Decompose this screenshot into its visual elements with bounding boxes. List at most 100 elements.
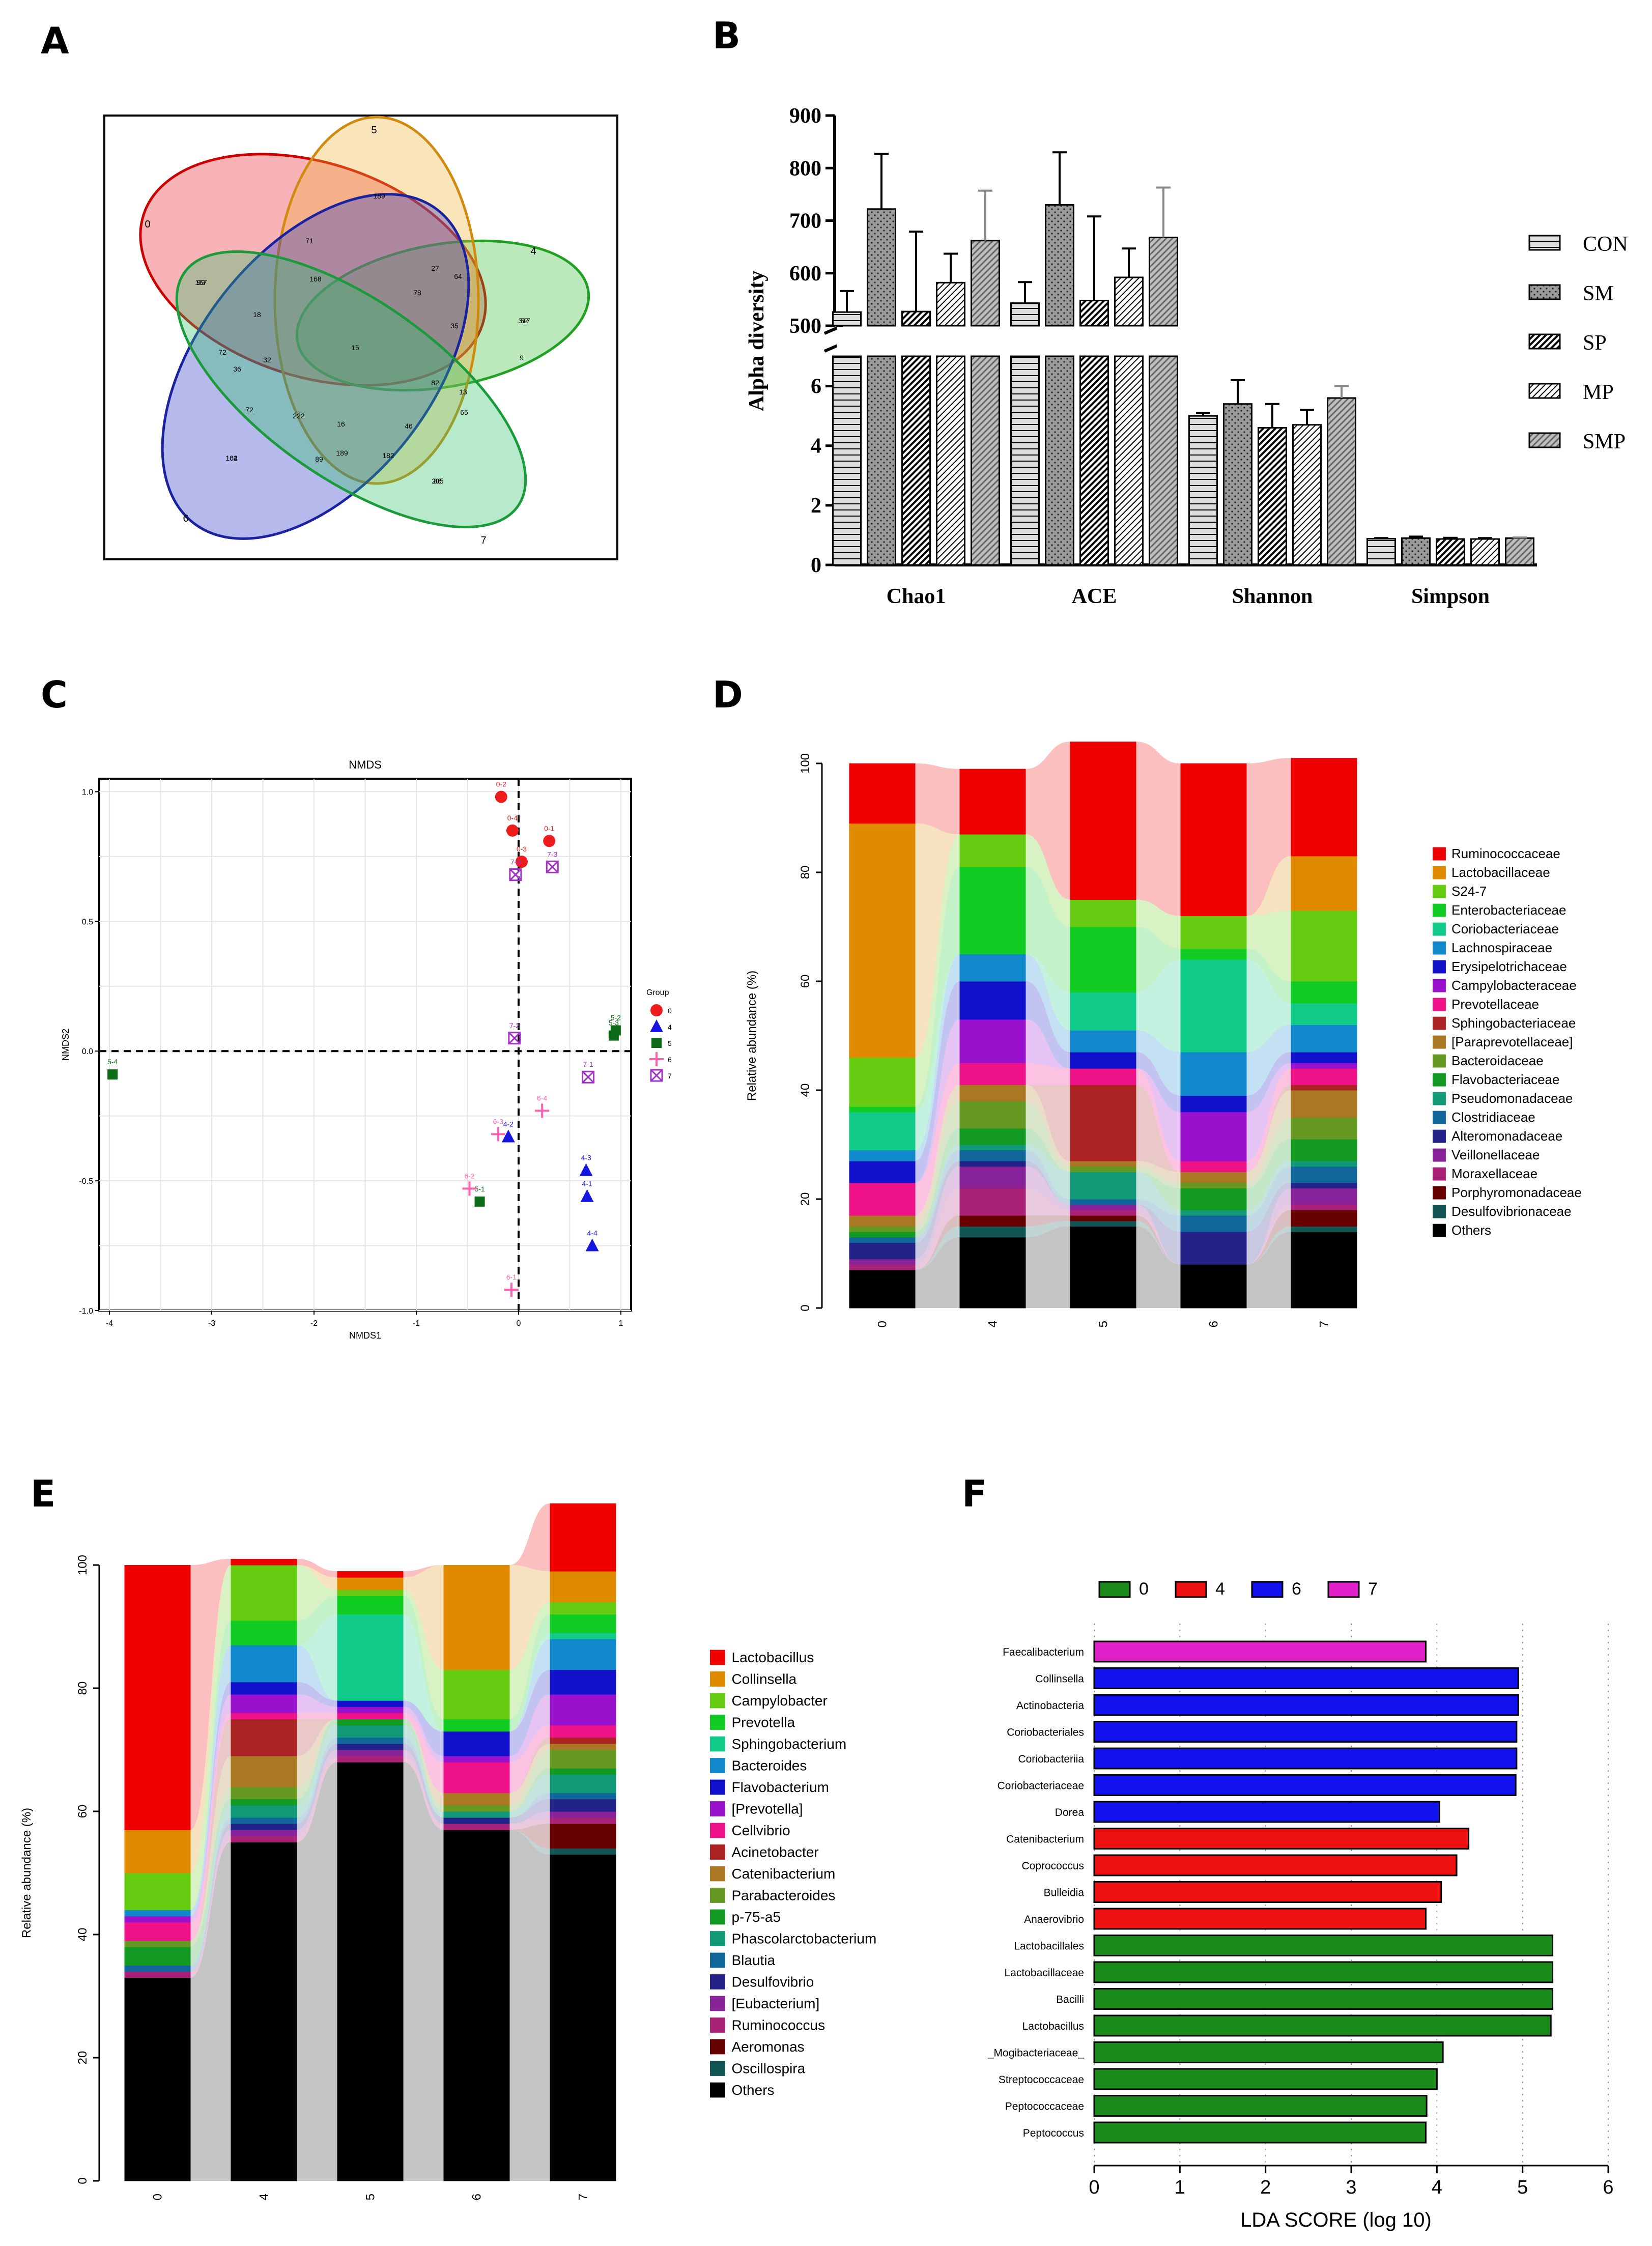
stack-segment [959, 1188, 1026, 1216]
stack-segment [849, 1161, 916, 1183]
flow-ribbon [190, 1805, 231, 1966]
c-x-tick-label: 1 [618, 1319, 623, 1328]
legend-label: p-75-a5 [732, 1909, 781, 1925]
c-point [579, 1163, 593, 1176]
flow-ribbon [1026, 742, 1070, 900]
stack-segment [1291, 1204, 1357, 1210]
stack-segment [1180, 1210, 1247, 1216]
stack-segment [1291, 1232, 1357, 1309]
flow-ribbon [509, 1669, 550, 1756]
flow-ribbon [1246, 758, 1291, 916]
stack-segment [443, 1731, 510, 1756]
legend-label: Alteromonadaceae [1451, 1128, 1562, 1144]
flow-ribbon [297, 1558, 337, 1578]
flow-ribbon [297, 1713, 337, 1719]
y-axis-label: Relative abundance (%) [745, 971, 759, 1101]
venn-region-value: 102 [225, 454, 238, 462]
flow-ribbon [1026, 954, 1070, 1031]
stack-segment [124, 1965, 191, 1972]
c-point-label: 5-3 [609, 1019, 619, 1027]
stack-segment [959, 1101, 1026, 1129]
venn-set-6 [161, 193, 470, 540]
venn-region-value: 78 [413, 289, 421, 297]
c-point [585, 1238, 599, 1252]
flow-ribbon [1026, 954, 1070, 1053]
stack-segment [1180, 1052, 1247, 1096]
venn-diagram: 0 4 5 6 7 167 317 189 164 205 27 64 168 18 78 35 72 36 32… [103, 115, 618, 560]
venn-set-label: 5 [371, 125, 377, 136]
legend-swatch [710, 1650, 725, 1665]
b-bar [1470, 538, 1500, 566]
legend-swatch [1433, 1016, 1446, 1030]
b-bar [901, 355, 931, 566]
b-legend-label: CON [1583, 233, 1628, 256]
legend-label: [Prevotella] [732, 1801, 803, 1817]
c-legend-marker [650, 1069, 663, 1082]
f-bar [1093, 1828, 1470, 1850]
panel-label-c: C [41, 673, 68, 716]
c-x-tick-label: -1 [413, 1319, 420, 1328]
flow-ribbon [1026, 1215, 1070, 1227]
stack-segment [959, 1226, 1026, 1238]
c-point-label: 0-4 [507, 814, 518, 822]
stack-segment [1291, 1117, 1357, 1140]
f-legend-swatch [1098, 1581, 1131, 1598]
stack-segment [959, 954, 1026, 982]
stack-segment [1070, 1030, 1136, 1053]
y-tick-label: 80 [799, 866, 812, 879]
legend-label: Campylobacteraceae [1451, 978, 1577, 993]
venn-region-value: 86 [434, 477, 442, 485]
stack-segment [1291, 1052, 1357, 1063]
flow-ribbon [1136, 1068, 1181, 1161]
stack-segment [124, 1922, 191, 1941]
flow-ribbon [1026, 1063, 1070, 1085]
flow-ribbon [1246, 1182, 1291, 1265]
c-legend-marker [651, 1038, 662, 1048]
flow-ribbon [190, 1565, 231, 1910]
stack-segment [550, 1811, 616, 1818]
flow-ribbon [190, 1756, 231, 1941]
flow-ribbon [403, 1750, 444, 1824]
legend-label: Bacteroides [732, 1758, 807, 1774]
stack-segment [550, 1694, 616, 1726]
x-tick-label: 0 [151, 2194, 165, 2200]
flow-ribbon [915, 1215, 960, 1270]
f-bar-label: Peptococcaceae [1005, 2101, 1084, 2113]
f-bar-label: _Mogibacteriaceae_ [987, 2048, 1084, 2059]
b-tick-label: 0 [811, 554, 821, 577]
f-tick-label: 3 [1346, 2177, 1356, 2198]
venn-set-label: 0 [145, 219, 150, 230]
y-tick-label: 40 [799, 1084, 812, 1097]
flow-ribbon [403, 1725, 444, 1818]
stack-segment [550, 1743, 616, 1750]
stack-segment [231, 1830, 297, 1836]
stack-segment [337, 1725, 404, 1738]
b-tick-label: 900 [789, 104, 821, 128]
legend-label: Cellvibrio [732, 1823, 790, 1838]
stack-segment [124, 1830, 191, 1873]
legend-swatch [710, 1693, 725, 1709]
b-bar [867, 355, 896, 566]
c-y-tick-label: 0.5 [82, 918, 93, 926]
flow-ribbon [915, 834, 960, 1107]
f-bar-label: Bulleidia [1044, 1887, 1085, 1899]
flow-ribbon [1136, 1085, 1181, 1172]
stack-segment [443, 1719, 510, 1732]
f-bar [1093, 2041, 1444, 2063]
flow-ribbon [915, 823, 960, 1058]
f-bar-label: Dorea [1055, 1807, 1085, 1818]
venn-region-value: 317 [518, 317, 530, 325]
legend-label: Oscillospira [732, 2061, 806, 2077]
c-point-label: 7-2 [509, 1021, 520, 1030]
stack-segment [1291, 1090, 1357, 1118]
legend-swatch [1433, 1186, 1446, 1200]
f-tick-label: 1 [1175, 2177, 1185, 2198]
flow-ribbon [915, 954, 960, 1161]
stack-segment [849, 1270, 916, 1309]
stack-segment [959, 1019, 1026, 1063]
legend-swatch [1433, 885, 1446, 898]
b-bar [971, 240, 1000, 327]
stack-segment [231, 1682, 297, 1695]
venn-set-label: 7 [480, 535, 486, 546]
c-point [546, 860, 559, 873]
